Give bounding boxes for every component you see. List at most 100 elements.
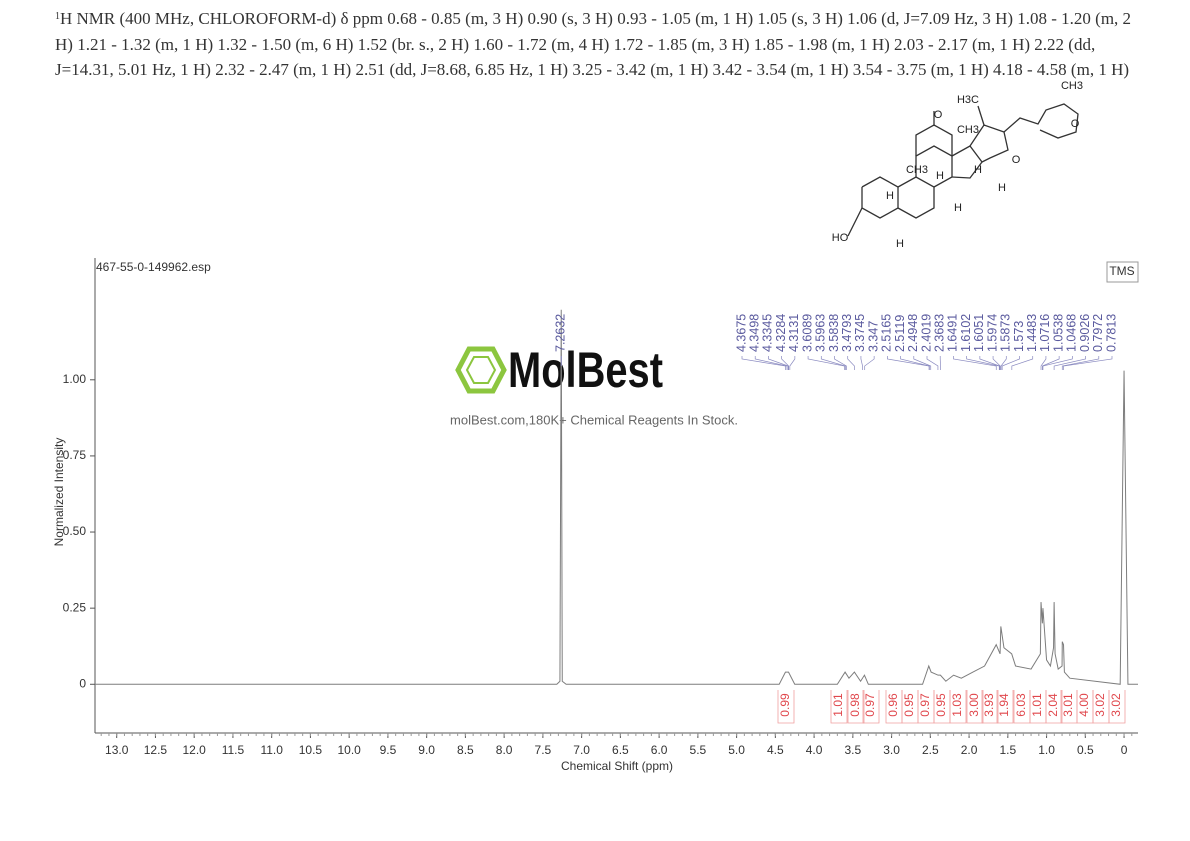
peak-connector [1053,356,1086,370]
structure [847,103,1079,237]
atom-label: O [1071,118,1080,130]
peak-connector [979,356,1001,370]
ring [897,176,935,219]
peak-label: 4.3498 [748,314,762,352]
y-tick-label: 1.00 [63,372,87,386]
peak-connector [1040,356,1047,370]
spectrum [95,309,1138,685]
peak-label: 1.6491 [946,314,960,352]
y-tick-label: 0.25 [63,600,87,614]
x-tick-label: 10.5 [299,743,323,757]
peak-label: 1.6102 [959,314,973,352]
peak-label: 3.4793 [840,314,854,352]
y-tick-label: 0.75 [63,448,87,462]
file-name: 467-55-0-149962.esp [96,260,211,274]
x-tick-label: 6.5 [612,743,629,757]
logo-icon [455,346,507,394]
tagline: molBest.com,180K+ Chemical Reagents In S… [450,412,738,427]
x-tick-label: 3.0 [883,743,900,757]
x-tick-label: 8.0 [496,743,513,757]
ring [1003,103,1079,139]
x-tick-label: 11.0 [260,743,283,757]
integral-label: 0.99 [778,693,792,717]
integral-label: 0.97 [863,693,877,717]
x-tick-label: 0.5 [1077,743,1094,757]
peak-label: 4.3284 [774,314,788,352]
peak-label: 2.4019 [919,314,933,352]
peak-label: 3.5963 [814,314,828,352]
bond [847,207,863,237]
integral-bracket [777,690,795,724]
peak-connector [860,356,863,370]
integral-bracket [862,690,880,724]
peak-connector [864,356,875,370]
peak-label: 3.347 [866,321,880,352]
atom-label: H3C [957,94,979,106]
x-axis-title: Chemical Shift (ppm) [561,759,673,773]
atom-label: H [974,164,982,176]
integral-label: 0.98 [848,693,862,717]
peak-connector [1001,356,1020,370]
peak-label: 1.4483 [1025,314,1039,352]
y-tick-label: 0.50 [63,524,87,538]
integral-label: 1.03 [950,693,964,717]
logo-icon [465,356,497,384]
x-tick-label: 9.5 [380,743,397,757]
atom-label: CH3 [1061,80,1083,92]
x-tick-label: 6.0 [651,743,668,757]
peak-connector [887,356,930,370]
peak-connector [768,356,789,370]
peak-label: 1.0468 [1065,314,1079,352]
x-tick-label: 0 [1121,743,1128,757]
integral-bracket [1108,690,1126,724]
peak-label: 1.573 [1012,321,1026,352]
atom-label: CH3 [957,124,979,136]
peak-label: 4.3345 [761,314,775,352]
axes [94,258,1139,734]
integral-bracket [966,690,984,724]
x-tick-label: 5.0 [728,743,745,757]
x-tick-label: 5.5 [690,743,707,757]
x-tick-label: 10.0 [337,743,361,757]
peak-connector [1061,356,1100,370]
peak-connector [900,356,930,370]
peak-connector [953,356,997,370]
peak-connector [1063,356,1113,370]
integral-label: 1.01 [831,693,845,717]
x-tick-label: 3.5 [844,743,861,757]
atom-label: O [934,109,943,121]
peak-label: 1.6051 [972,314,986,352]
reference-label: TMS [1109,264,1134,278]
integral-bracket [981,690,999,724]
peak-label: 2.5165 [880,314,894,352]
peak-connector [807,356,845,370]
integral-bracket [949,690,967,724]
peak-connector [966,356,1000,370]
x-tick-label: 13.0 [105,743,129,757]
nmr-description: 1H NMR (400 MHz, CHLOROFORM-d) δ ppm 0.6… [55,4,1140,83]
integral-label: 4.00 [1077,693,1091,717]
atom-label: CH3 [906,164,928,176]
y-tick-label: 0 [79,676,86,690]
integral-label: 1.94 [997,693,1011,717]
peak-connector [992,356,1001,370]
x-tick-label: 1.0 [1038,743,1055,757]
integral-label: 0.95 [934,693,948,717]
peak-connector [1000,356,1007,370]
peak-connector [754,356,788,370]
bond [977,105,985,126]
integral-label: 3.02 [1109,693,1123,717]
x-tick-label: 4.0 [806,743,823,757]
ring [915,124,953,156]
integral-label: 1.01 [1030,693,1044,717]
peak-label: 0.7972 [1091,314,1105,352]
atom-label: H [998,182,1006,194]
integral-label: 0.96 [886,693,900,717]
x-tick-label: 4.5 [767,743,784,757]
peak-label: 1.0538 [1051,314,1065,352]
description-text: H NMR (400 MHz, CHLOROFORM-d) δ ppm 0.68… [55,9,1132,79]
ring [915,145,953,188]
integral-label: 0.97 [918,693,932,717]
integral-label: 3.02 [1093,693,1107,717]
integral-label: 3.00 [967,693,981,717]
